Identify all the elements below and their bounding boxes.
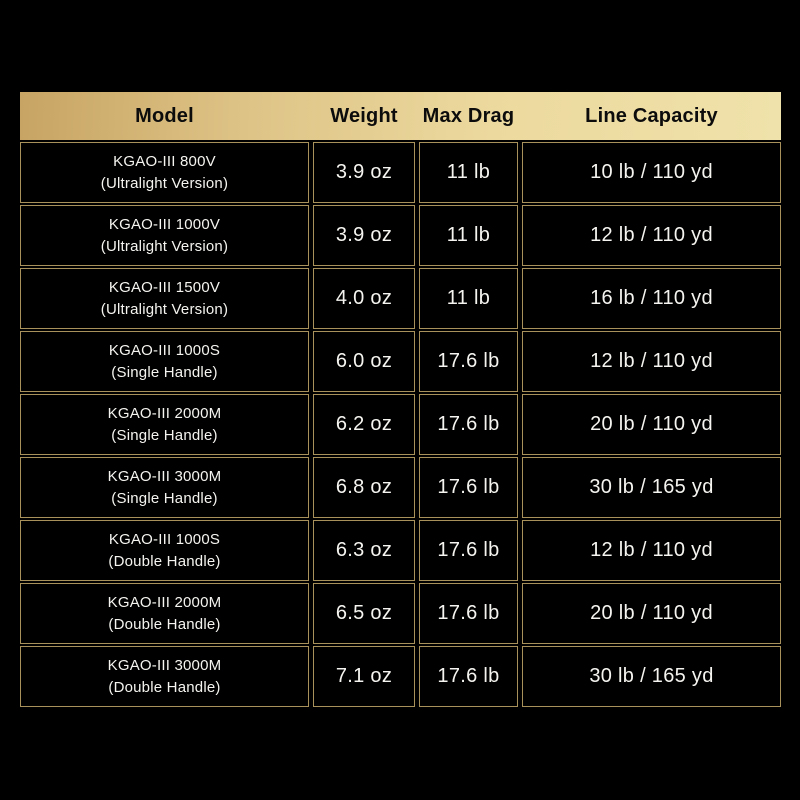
column-header-weight: Weight — [330, 104, 398, 127]
model-variant: (Double Handle) — [108, 678, 221, 696]
line-capacity-cell: 16 lb / 110 yd — [522, 268, 781, 329]
max-drag-cell: 17.6 lb — [419, 583, 518, 644]
model-name: KGAO-III 1000V — [108, 215, 221, 233]
max-drag-cell: 17.6 lb — [419, 394, 518, 455]
model-name: KGAO-III 800V — [113, 152, 216, 170]
model-variant: (Single Handle) — [111, 363, 218, 381]
weight-cell: 7.1 oz — [313, 646, 415, 707]
weight-cell: 4.0 oz — [313, 268, 415, 329]
model-variant: (Single Handle) — [111, 489, 218, 507]
model-name: KGAO-III 1000S — [108, 341, 221, 359]
max-drag-cell: 11 lb — [419, 268, 518, 329]
model-cell: KGAO-III 2000M (Double Handle) — [20, 583, 309, 644]
line-capacity-cell: 30 lb / 165 yd — [522, 646, 781, 707]
model-cell: KGAO-III 800V (Ultralight Version) — [20, 142, 309, 203]
model-cell: KGAO-III 1500V (Ultralight Version) — [20, 268, 309, 329]
model-name: KGAO-III 1500V — [108, 278, 221, 296]
line-capacity-cell: 30 lb / 165 yd — [522, 457, 781, 518]
line-capacity-cell: 20 lb / 110 yd — [522, 583, 781, 644]
weight-cell: 6.3 oz — [313, 520, 415, 581]
line-capacity-cell: 12 lb / 110 yd — [522, 331, 781, 392]
max-drag-cell: 17.6 lb — [419, 331, 518, 392]
column-header-model: Model — [135, 104, 194, 127]
model-variant: (Single Handle) — [111, 426, 218, 444]
weight-cell: 6.8 oz — [313, 457, 415, 518]
weight-cell: 6.2 oz — [313, 394, 415, 455]
model-cell: KGAO-III 1000S (Double Handle) — [20, 520, 309, 581]
table-header-row: Model Weight Max Drag Line Capacity — [20, 92, 781, 140]
model-name: KGAO-III 2000M — [107, 593, 222, 611]
column-header-line-capacity: Line Capacity — [585, 104, 718, 127]
weight-cell: 6.0 oz — [313, 331, 415, 392]
table-body: KGAO-III 800V (Ultralight Version) 3.9 o… — [20, 142, 781, 707]
max-drag-cell: 17.6 lb — [419, 520, 518, 581]
model-name: KGAO-III 1000S — [108, 530, 221, 548]
model-name: KGAO-III 2000M — [107, 404, 222, 422]
max-drag-cell: 17.6 lb — [419, 646, 518, 707]
spec-table: Model Weight Max Drag Line Capacity KGAO… — [20, 92, 781, 707]
max-drag-cell: 11 lb — [419, 142, 518, 203]
model-name: KGAO-III 3000M — [107, 467, 222, 485]
model-cell: KGAO-III 1000S (Single Handle) — [20, 331, 309, 392]
line-capacity-cell: 12 lb / 110 yd — [522, 520, 781, 581]
model-variant: (Double Handle) — [108, 615, 221, 633]
line-capacity-cell: 12 lb / 110 yd — [522, 205, 781, 266]
model-cell: KGAO-III 2000M (Single Handle) — [20, 394, 309, 455]
max-drag-cell: 17.6 lb — [419, 457, 518, 518]
model-cell: KGAO-III 1000V (Ultralight Version) — [20, 205, 309, 266]
weight-cell: 3.9 oz — [313, 142, 415, 203]
model-cell: KGAO-III 3000M (Double Handle) — [20, 646, 309, 707]
line-capacity-cell: 20 lb / 110 yd — [522, 394, 781, 455]
model-variant: (Ultralight Version) — [100, 300, 229, 318]
model-name: KGAO-III 3000M — [107, 656, 222, 674]
model-variant: (Ultralight Version) — [100, 237, 229, 255]
model-cell: KGAO-III 3000M (Single Handle) — [20, 457, 309, 518]
column-header-max-drag: Max Drag — [422, 104, 515, 127]
line-capacity-cell: 10 lb / 110 yd — [522, 142, 781, 203]
weight-cell: 6.5 oz — [313, 583, 415, 644]
weight-cell: 3.9 oz — [313, 205, 415, 266]
max-drag-cell: 11 lb — [419, 205, 518, 266]
model-variant: (Ultralight Version) — [100, 174, 229, 192]
model-variant: (Double Handle) — [108, 552, 221, 570]
